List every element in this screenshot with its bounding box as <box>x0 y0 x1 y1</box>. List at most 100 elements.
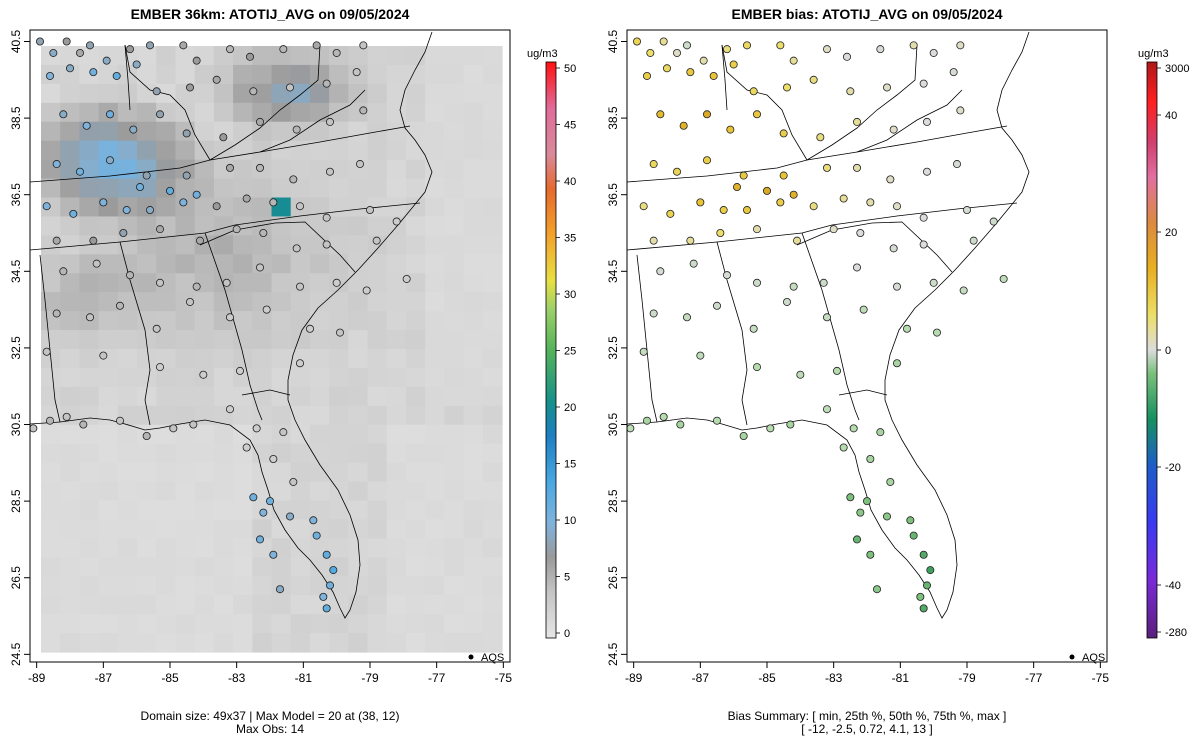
site-marker <box>402 274 411 283</box>
grid-cell <box>348 292 369 312</box>
grid-cell <box>271 216 292 236</box>
bias-marker <box>909 531 918 540</box>
grid-cell <box>156 64 177 85</box>
grid-cell <box>271 330 292 350</box>
grid-cell <box>348 83 369 104</box>
grid-cell <box>329 159 349 180</box>
y-tick-label: 28.5 <box>9 489 23 513</box>
bias-marker <box>956 106 965 115</box>
bias-marker <box>666 209 675 218</box>
grid-cell <box>213 216 234 236</box>
grid-cell <box>309 367 330 388</box>
grid-cell <box>194 159 215 180</box>
site-marker <box>142 171 151 180</box>
grid-cell <box>463 46 484 66</box>
grid-cell <box>386 462 407 483</box>
grid-cell <box>425 102 445 123</box>
grid-cell <box>444 519 465 539</box>
bias-marker <box>656 267 665 276</box>
grid-cell <box>367 386 388 407</box>
bias-marker <box>919 79 928 88</box>
grid-cell <box>60 519 81 539</box>
grid-cell <box>425 292 445 312</box>
right-colorbar-unit: ug/m3 <box>1138 48 1169 60</box>
legend-label: AQS <box>1082 652 1105 664</box>
grid-cell <box>156 557 177 577</box>
grid-cell <box>137 159 157 180</box>
grid-cell <box>329 64 349 85</box>
site-marker <box>142 432 151 441</box>
grid-cell <box>60 367 81 388</box>
site-marker <box>332 278 341 287</box>
colorbar-label: 20 <box>564 402 576 414</box>
state-border <box>856 89 963 153</box>
bias-marker <box>686 68 695 77</box>
grid-cell <box>482 140 503 161</box>
grid-cell <box>156 367 177 388</box>
grid-cell <box>290 519 311 539</box>
grid-cell <box>156 633 177 653</box>
grid-cell <box>367 595 388 615</box>
bias-marker <box>923 581 932 590</box>
grid-cell <box>41 330 61 350</box>
grid-cell <box>367 538 388 558</box>
grid-cell <box>156 614 177 634</box>
grid-cell <box>309 557 330 577</box>
bias-marker <box>853 117 862 126</box>
grid-cell <box>290 367 311 388</box>
bias-marker <box>919 550 928 559</box>
site-marker <box>155 278 164 287</box>
site-marker <box>182 129 191 138</box>
grid-cell <box>213 140 234 161</box>
bias-marker <box>863 497 872 506</box>
site-marker <box>42 347 51 356</box>
grid-cell <box>348 519 369 539</box>
grid-cell <box>233 197 253 218</box>
grid-cell <box>329 367 349 388</box>
grid-cell <box>290 292 311 312</box>
site-marker <box>52 309 61 318</box>
grid-cell <box>213 424 234 445</box>
grid-cell <box>252 330 273 350</box>
grid-cell <box>79 102 100 123</box>
grid-cell <box>405 254 426 274</box>
grid-cell <box>348 424 369 445</box>
site-marker <box>79 420 88 429</box>
grid-cell <box>271 481 292 502</box>
grid-cell <box>425 538 445 558</box>
bias-marker <box>783 83 792 92</box>
x-tick-label: -77 <box>1025 671 1043 685</box>
grid-cell <box>213 557 234 577</box>
site-marker <box>82 121 91 130</box>
grid-cell <box>98 595 119 615</box>
grid-cell <box>233 254 253 274</box>
grid-cell <box>252 386 273 407</box>
site-marker <box>322 240 331 249</box>
grid-cell <box>367 83 388 104</box>
grid-cell <box>233 481 253 502</box>
grid-cell <box>329 519 349 539</box>
site-marker <box>245 52 254 61</box>
bias-marker <box>719 206 728 215</box>
grid-cell <box>137 349 157 369</box>
y-tick-label: 40.5 <box>606 29 620 53</box>
site-marker <box>265 497 274 506</box>
site-marker <box>46 416 55 425</box>
grid-cell <box>156 519 177 539</box>
bias-marker <box>959 286 968 295</box>
site-marker <box>86 41 95 50</box>
bias-marker <box>793 236 802 245</box>
grid-cell <box>233 576 253 596</box>
grid-cell <box>348 235 369 255</box>
site-marker <box>195 236 204 245</box>
grid-cell <box>137 311 157 331</box>
site-marker <box>199 370 208 379</box>
site-marker <box>189 420 198 429</box>
grid-cell <box>41 614 61 634</box>
grid-cell <box>41 519 61 539</box>
grid-cell <box>137 254 157 274</box>
grid-cell <box>386 614 407 634</box>
grid-cell <box>60 178 81 199</box>
grid-cell <box>290 216 311 236</box>
state-border <box>796 221 953 273</box>
